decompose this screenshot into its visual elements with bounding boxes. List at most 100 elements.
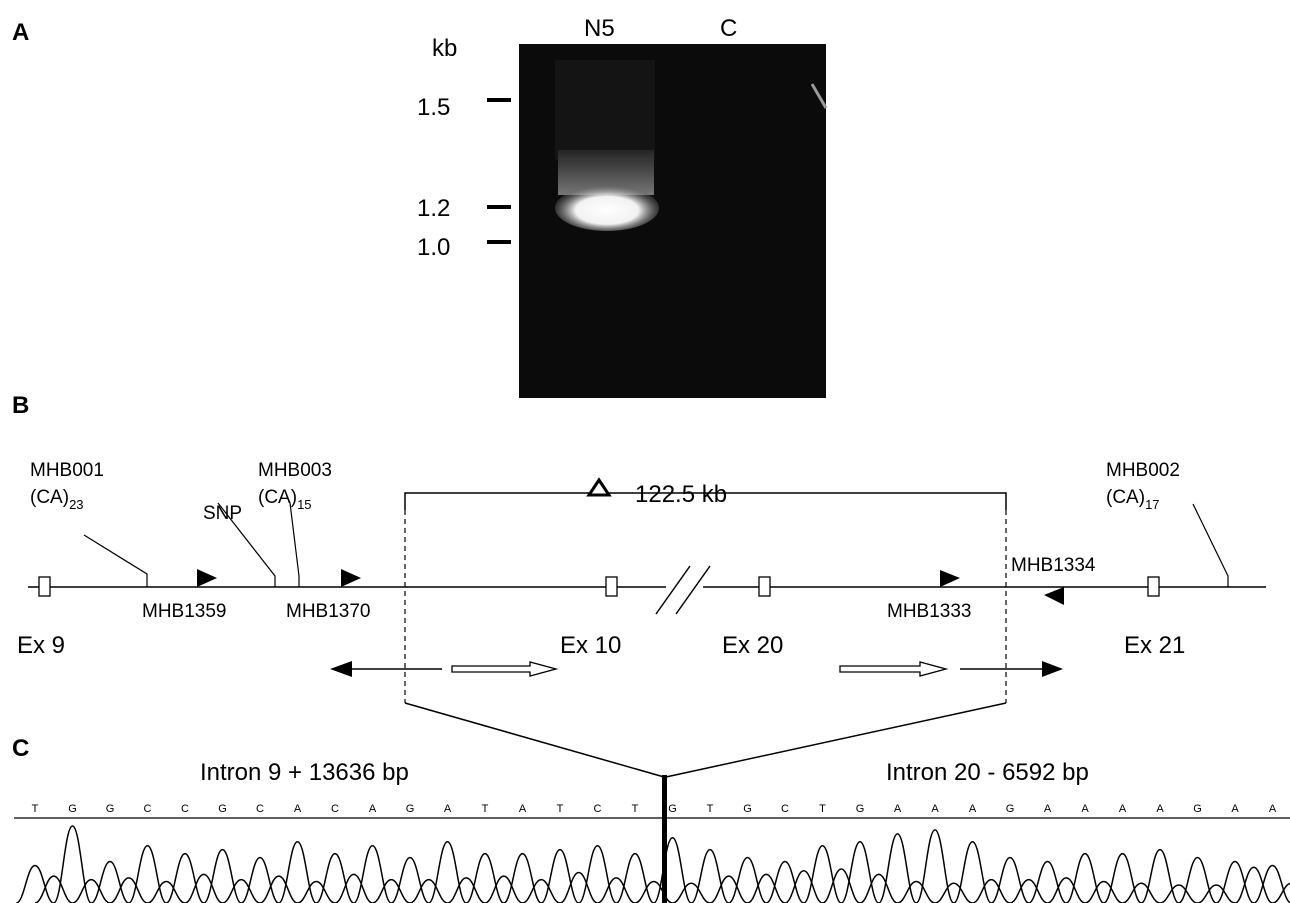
mhb001-label: MHB001 [30, 460, 104, 481]
primer-mhb1359-label: MHB1359 [142, 601, 227, 622]
base-call: T [707, 803, 714, 815]
exon-20-box [758, 576, 771, 597]
pcr-band [555, 185, 659, 231]
mhb001-leader [83, 534, 148, 587]
base-call: T [32, 803, 39, 815]
panel-b-letter: B [12, 392, 29, 419]
base-call: C [144, 803, 152, 815]
base-call: G [106, 803, 115, 815]
mhb002-label: MHB002 [1106, 460, 1180, 481]
mhb001-repeat: (CA)23 [30, 487, 84, 512]
base-call: C [181, 803, 189, 815]
mhb002-leader [1192, 503, 1229, 587]
primer-mhb1370-label: MHB1370 [286, 601, 371, 622]
delta-icon [586, 477, 612, 497]
base-call: G [68, 803, 77, 815]
primer-mhb1333-arrow-icon [940, 570, 960, 587]
deletion-size-label: 122.5 kb [635, 481, 727, 508]
primer-mhb1370-arrow-icon [341, 569, 361, 587]
chromatogram-trace [15, 825, 1290, 903]
mhb003-repeat: (CA)15 [258, 487, 312, 512]
base-call: A [444, 803, 452, 815]
junction-line-left [404, 702, 665, 778]
break-symbol [655, 565, 711, 615]
exon-9-box [38, 576, 51, 597]
lane-label-n5: N5 [584, 15, 615, 42]
base-call: G [218, 803, 227, 815]
marker-tick-1-2 [487, 205, 511, 209]
right-pcr-arrow [960, 661, 1063, 677]
primer-mhb1333-label: MHB1333 [887, 601, 972, 622]
base-call: A [1081, 803, 1089, 815]
exon-10-box [605, 576, 618, 597]
intron-9-label: Intron 9 + 13636 bp [200, 759, 409, 786]
junction-line-right [665, 702, 1007, 778]
base-call: G [856, 803, 865, 815]
panel-a-letter: A [12, 19, 29, 46]
base-call: G [406, 803, 415, 815]
snp-leader [217, 502, 276, 587]
primer-mhb1334-arrow-icon [1044, 587, 1064, 605]
chromatogram-traces [15, 825, 1290, 903]
base-call: G [1006, 803, 1015, 815]
panel-c-letter: C [12, 735, 29, 762]
base-call: C [594, 803, 602, 815]
base-call: G [668, 803, 677, 815]
primer-mhb1359-arrow-icon [197, 569, 217, 587]
base-call: G [1193, 803, 1202, 815]
mhb002-repeat-unit: (CA) [1106, 487, 1145, 508]
left-deleted-arrow [451, 661, 559, 677]
marker-label-1-2: 1.2 [417, 195, 450, 222]
base-call: A [1156, 803, 1164, 815]
deletion-bracket [404, 492, 1007, 510]
gel-image [519, 44, 828, 398]
snp-label: SNP [203, 503, 242, 524]
exon-21-label: Ex 21 [1124, 632, 1185, 659]
primer-mhb1334-label: MHB1334 [1011, 555, 1096, 576]
mhb003-leader [289, 502, 300, 587]
mhb003-repeat-unit: (CA) [258, 487, 297, 508]
right-deleted-arrow [839, 661, 949, 677]
marker-tick-1-5 [487, 98, 511, 102]
mhb001-repeat-unit: (CA) [30, 487, 69, 508]
base-call: G [743, 803, 752, 815]
exon-9-label: Ex 9 [17, 632, 65, 659]
base-call: T [557, 803, 564, 815]
base-call: A [369, 803, 377, 815]
mhb003-label: MHB003 [258, 460, 332, 481]
marker-label-1-5: 1.5 [417, 94, 450, 121]
gel-unit-label: kb [432, 35, 457, 62]
mhb002-repeat: (CA)17 [1106, 487, 1160, 512]
base-call: A [969, 803, 977, 815]
marker-tick-1-0 [487, 240, 511, 244]
chromatogram-trace-secondary [34, 866, 1290, 903]
mhb003-repeat-count: 15 [297, 497, 311, 512]
base-call: A [894, 803, 902, 815]
breakpoint-marker [662, 775, 667, 903]
panel-c: C Intron 9 + 13636 bp Intron 20 - 6592 b… [12, 735, 1290, 903]
panel-a: A kb 1.5 1.2 1.0 N5 C [12, 15, 828, 398]
base-call: A [1231, 803, 1239, 815]
exon-10-label: Ex 10 [560, 632, 621, 659]
intron-20-label: Intron 20 - 6592 bp [886, 759, 1089, 786]
lane-label-c: C [720, 15, 737, 42]
base-call: A [1269, 803, 1277, 815]
base-call: T [819, 803, 826, 815]
left-pcr-arrow [330, 661, 442, 677]
exon-20-label: Ex 20 [722, 632, 783, 659]
base-call: A [519, 803, 527, 815]
base-call: A [1119, 803, 1127, 815]
base-call: A [931, 803, 939, 815]
mhb002-repeat-count: 17 [1145, 497, 1159, 512]
base-call: C [256, 803, 264, 815]
panel-b: B 122.5 kb MHB001 (CA)23 SNP MHB003 (CA)… [12, 392, 1266, 778]
base-call: C [331, 803, 339, 815]
base-call: A [294, 803, 302, 815]
base-call: T [482, 803, 489, 815]
mhb001-repeat-count: 23 [69, 497, 83, 512]
base-call: C [781, 803, 789, 815]
exon-21-box [1147, 576, 1160, 597]
base-call: T [632, 803, 639, 815]
